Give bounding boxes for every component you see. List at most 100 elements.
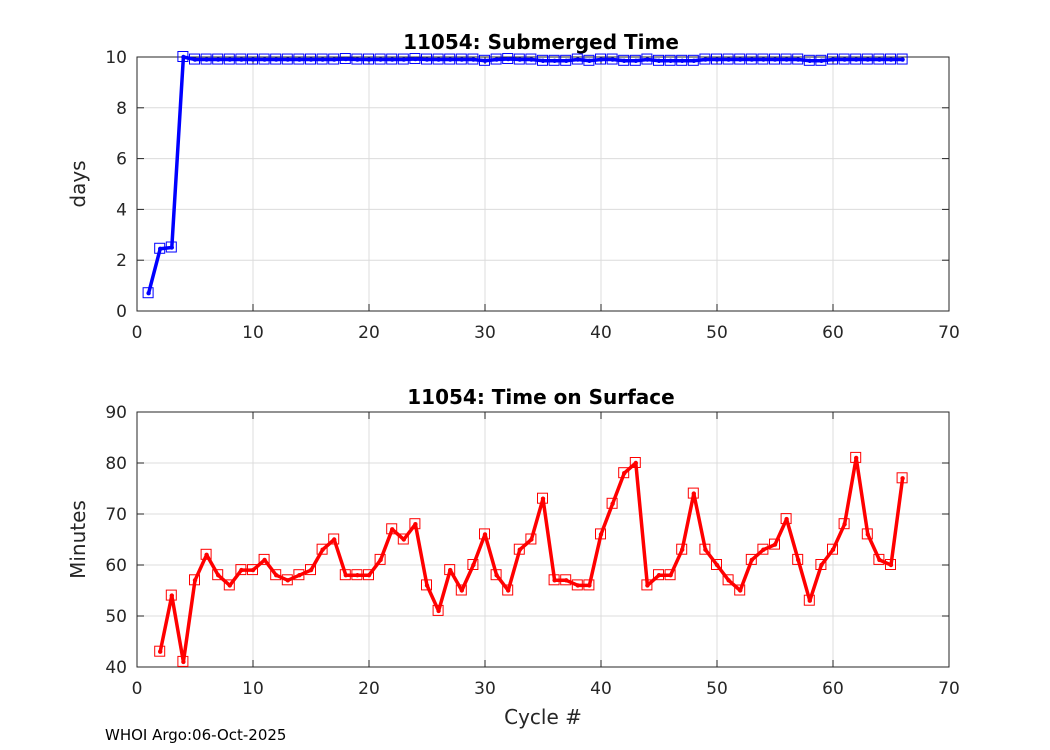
chart1-point-dot	[413, 56, 418, 62]
chart1-point-dot	[181, 54, 186, 60]
chart1-point-marker	[850, 53, 862, 65]
chart2-title: 11054: Time on Surface	[407, 385, 674, 409]
chart2-x-tick-label: 20	[358, 679, 380, 699]
chart1-point-marker	[722, 53, 734, 65]
chart1-point-marker	[525, 53, 537, 65]
chart1-point-marker	[351, 53, 363, 65]
chart2-point-dot	[749, 557, 754, 563]
footer-credit: WHOI Argo:06-Oct-2025	[105, 726, 286, 744]
chart2-point-dot	[471, 562, 476, 568]
chart2-point-dot	[830, 547, 836, 552]
chart2-point-marker	[571, 579, 583, 591]
chart2-x-tick-label: 10	[242, 679, 264, 699]
chart1-point-marker	[815, 54, 827, 66]
chart1-point-marker	[444, 53, 456, 65]
chart2-point-marker	[223, 579, 235, 591]
chart2-point-dot	[297, 573, 302, 578]
chart1-point-marker	[571, 53, 583, 65]
chart2-point-dot	[540, 496, 546, 501]
chart1-point-dot	[830, 57, 836, 62]
chart1-point-marker	[838, 53, 850, 65]
chart1-title: 11054: Submerged Time	[403, 30, 679, 54]
chart1-point-dot	[610, 57, 615, 62]
chart2-point-marker	[421, 579, 432, 591]
chart2-point-marker	[722, 574, 734, 586]
chart1-point-marker	[270, 53, 282, 65]
chart2-point-marker	[629, 457, 641, 468]
chart2-point-marker	[618, 467, 630, 479]
chart1-point-marker	[687, 54, 699, 66]
chart2-point-dot	[877, 557, 882, 563]
chart1-point-marker	[537, 54, 548, 66]
chart1-point-dot	[169, 245, 174, 250]
chart2-point-dot	[598, 532, 604, 537]
chart1-point-dot	[390, 57, 395, 62]
chart1-point-dot	[540, 58, 546, 64]
chart2-point-dot	[587, 583, 592, 588]
chart1-point-dot	[424, 57, 430, 62]
chart1-point-dot	[865, 57, 870, 62]
chart2-point-marker	[653, 569, 664, 581]
chart2-point-dot	[482, 532, 488, 537]
chart2-point-dot	[320, 547, 325, 552]
chart2-point-dot	[796, 557, 801, 563]
chart1-point-marker	[165, 241, 177, 253]
chart1-point-dot	[401, 57, 406, 62]
chart2-y-axis-label: Minutes	[66, 500, 90, 579]
chart2-point-dot	[772, 542, 778, 547]
chart1-x-tick-label: 0	[132, 323, 143, 343]
chart2-point-marker	[490, 569, 502, 581]
chart1-point-marker	[734, 53, 746, 65]
chart2-point-marker	[560, 574, 572, 586]
chart2-point-marker	[803, 594, 815, 606]
chart2-point-dot	[575, 583, 580, 588]
chart1-point-marker	[223, 53, 235, 65]
chart1-point-marker	[432, 53, 444, 65]
chart1-point-marker	[595, 53, 606, 65]
chart1-point-dot	[471, 57, 476, 62]
submerged-time-chart: 0 10 20 30 40 50 60 70 0 2 4 6 8 10 11054: Submerged T…	[66, 30, 960, 343]
chart2-point-marker	[757, 543, 769, 555]
chart1-point-dot	[297, 57, 302, 62]
chart1-point-dot	[366, 57, 372, 62]
chart2-point-marker	[316, 543, 328, 555]
chart1-point-marker	[885, 53, 896, 65]
chart1-point-dot	[262, 57, 267, 62]
chart1-y-axis-label: days	[66, 160, 90, 207]
chart2-x-tick-label: 30	[474, 679, 496, 699]
chart1-point-dot	[216, 57, 221, 62]
chart1-point-marker	[479, 54, 490, 66]
chart1-point-marker	[305, 53, 316, 65]
chart1-point-dot	[343, 56, 348, 62]
chart2-point-marker	[606, 497, 618, 509]
chart1-point-marker	[664, 54, 676, 66]
chart1-point-dot	[842, 57, 847, 62]
chart1-point-marker	[827, 53, 838, 65]
chart1-point-dot	[680, 58, 685, 64]
chart1-point-marker	[699, 53, 711, 65]
chart1-point-marker	[513, 53, 525, 65]
chart2-point-dot	[366, 573, 372, 578]
chart2-point-dot	[714, 562, 720, 568]
chart1-point-marker	[363, 53, 374, 65]
chart2-y-tick-label: 60	[105, 556, 127, 576]
chart2-point-marker	[502, 584, 514, 596]
chart2-point-dot	[459, 588, 464, 593]
chart2-point-marker	[293, 569, 305, 581]
chart2-point-marker	[896, 472, 908, 484]
chart2-point-dot	[645, 583, 650, 588]
chart2-point-marker	[212, 569, 224, 581]
chart2-point-dot	[436, 608, 441, 614]
chart2-point-dot	[181, 659, 186, 665]
chart2-y-tick-label: 90	[105, 403, 127, 423]
chart2-point-marker	[734, 584, 746, 596]
chart2-x-tick-label: 50	[706, 679, 728, 699]
chart2-point-dot	[784, 516, 789, 522]
chart1-point-marker	[235, 53, 247, 65]
chart2-point-dot	[517, 547, 522, 552]
chart1-point-marker	[142, 287, 154, 299]
chart1-point-dot	[656, 58, 662, 64]
chart2-point-dot	[854, 455, 859, 461]
chart1-x-tick-label: 50	[706, 323, 728, 343]
chart1-point-marker	[618, 54, 630, 66]
